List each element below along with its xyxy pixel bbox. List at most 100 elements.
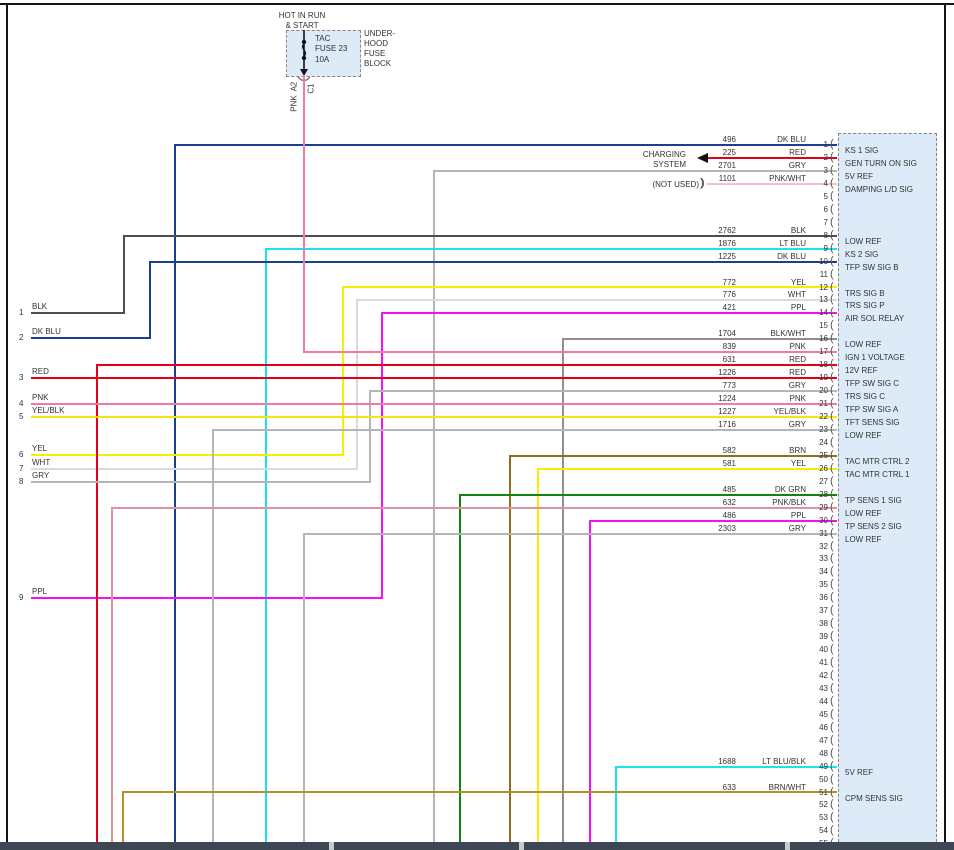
- pin-signal-label: TRS SIG C: [845, 392, 886, 401]
- scrollbar-tick: [785, 842, 790, 850]
- frame-left-border: [6, 3, 8, 842]
- left-terminal-color-label: DK BLU: [32, 327, 61, 336]
- pin-number: 12: [819, 282, 828, 292]
- wire-1225-dkblu: [149, 261, 151, 339]
- wire-633-brnwht: [122, 791, 124, 845]
- wire-number-label: 1224: [718, 394, 736, 403]
- wire-1226-red: [31, 377, 837, 379]
- pin-number: 22: [819, 412, 828, 421]
- pin-number: 27: [819, 476, 828, 486]
- pin-terminal-bracket-icon: (: [830, 384, 834, 396]
- wire-number-label: 1226: [718, 368, 736, 378]
- wire-color-label: RED: [789, 148, 806, 157]
- wire-number-label: 1716: [718, 419, 736, 429]
- pin-number: 29: [819, 502, 828, 512]
- pin-number: 34: [819, 567, 828, 577]
- left-terminal-color-label: RED: [32, 367, 49, 376]
- pin-terminal-bracket-icon: (: [830, 474, 834, 487]
- pin-number: 40: [819, 645, 828, 655]
- pin-terminal-bracket-icon: (: [830, 422, 834, 435]
- pin-terminal-bracket-icon: (: [830, 824, 834, 837]
- pin-terminal-bracket-icon: (: [830, 811, 834, 824]
- wire-772-yel: [31, 454, 344, 456]
- fuse-symbol-icon: [297, 30, 311, 82]
- pin-number: 31: [819, 528, 828, 538]
- frame-right-border: [944, 3, 946, 842]
- pin-terminal-bracket-icon: (: [830, 772, 834, 785]
- wire-776-wht: [356, 299, 837, 301]
- pin-terminal-bracket-icon: (: [830, 189, 834, 202]
- wire-color-label: WHT: [787, 290, 806, 300]
- pin-terminal-bracket-icon: (: [830, 435, 834, 448]
- pin-terminal-bracket-icon: (: [830, 241, 834, 254]
- wire-2701-gry: [433, 170, 837, 172]
- wire-421-ppl: [381, 312, 837, 314]
- wire-number-label: 2303: [718, 523, 736, 533]
- wire-number-label: 1876: [718, 238, 736, 248]
- frame-top-border: [0, 3, 954, 5]
- pin-terminal-bracket-icon: (: [830, 500, 834, 513]
- wire-1704-blkwht: [562, 338, 564, 845]
- wire-486-ppl: [589, 520, 837, 522]
- pin-signal-label: KS 2 SIG: [845, 249, 879, 259]
- wire-631-red: [96, 364, 837, 366]
- left-terminal-color-label: PPL: [32, 587, 48, 596]
- pin-terminal-bracket-icon: (: [830, 526, 834, 539]
- pin-number: 50: [819, 774, 828, 784]
- wire-632-pnkblk: [111, 507, 113, 845]
- wire-number-label: 496: [722, 135, 736, 144]
- pin-number: 8: [823, 230, 828, 240]
- pin-signal-label: LOW REF: [845, 534, 882, 544]
- wire-color-label: DK BLU: [777, 135, 806, 144]
- wire-633-brnwht: [122, 791, 837, 793]
- wire-839-pnk-fuse: [303, 351, 837, 353]
- wire-776-wht: [31, 468, 358, 470]
- pin-terminal-bracket-icon: (: [830, 163, 834, 176]
- pin-number: 10: [819, 256, 828, 266]
- wire-2762-blk: [123, 235, 837, 237]
- pin-number: 45: [819, 709, 828, 719]
- pin-number: 14: [819, 308, 828, 318]
- wire-color-label: PNK: [789, 342, 806, 352]
- left-terminal-color-label: GRY: [32, 471, 50, 480]
- wire-color-label: RED: [789, 368, 806, 378]
- wire-number-label: 1704: [718, 329, 736, 339]
- wire-color-label: YEL: [790, 458, 806, 468]
- wire-486-ppl: [589, 520, 591, 845]
- wire-number-label: 1688: [718, 756, 736, 766]
- wire-color-label: BLK/WHT: [770, 329, 806, 339]
- pin-number: 35: [819, 580, 828, 590]
- wire-631-red: [96, 364, 98, 845]
- wire-2762-blk: [123, 235, 125, 314]
- pin-number: 48: [819, 748, 828, 758]
- pin-terminal-bracket-icon: (: [830, 604, 834, 617]
- pin-number: 28: [819, 489, 828, 499]
- wire-496-dkblu: [174, 144, 176, 845]
- wire-581-yel: [537, 468, 539, 845]
- wire-1716-gry: [212, 429, 837, 431]
- pin-signal-label: LOW REF: [845, 430, 882, 440]
- pin-number: 23: [819, 424, 828, 434]
- pin-terminal-bracket-icon: (: [830, 410, 834, 422]
- pin-number: 39: [819, 632, 828, 642]
- wire-color-label: RED: [789, 355, 806, 365]
- pin-signal-label: TFP SW SIG C: [845, 379, 900, 389]
- pin-terminal-bracket-icon: (: [830, 332, 834, 345]
- pin-number: 21: [819, 399, 828, 408]
- pin-terminal-bracket-icon: (: [830, 280, 834, 293]
- bottom-scrollbar[interactable]: [0, 842, 954, 850]
- pin-terminal-bracket-icon: (: [830, 151, 834, 163]
- pin-signal-label: LOW REF: [845, 508, 882, 518]
- wire-1225-dkblu: [31, 337, 151, 339]
- pin-terminal-bracket-icon: (: [830, 461, 834, 474]
- wire-number-label: 773: [722, 381, 736, 390]
- wire-485-dkgrn: [459, 494, 837, 496]
- pin-signal-label: DAMPING L/D SIG: [845, 184, 914, 194]
- pin-signal-label: GEN TURN ON SIG: [845, 159, 917, 168]
- wire-color-label: GRY: [788, 419, 806, 429]
- wire-number-label: 632: [722, 497, 736, 507]
- fuse-name-label: TAC: [315, 34, 331, 43]
- pin-number: 15: [819, 321, 828, 331]
- pin-number: 19: [819, 373, 828, 383]
- left-terminal-number: 3: [19, 373, 24, 382]
